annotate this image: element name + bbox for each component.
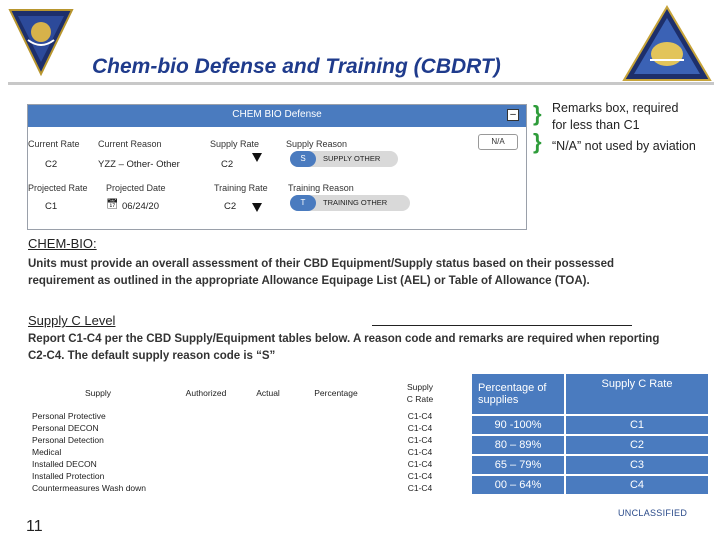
na-brace-icon: } <box>533 129 542 154</box>
table-row: Personal Detection <box>32 435 104 445</box>
chembio-paragraph-line2: requirement as outlined in the appropria… <box>28 275 590 287</box>
rate-header-c-rate: Supply C Rate <box>566 374 708 414</box>
rate-header-percentage: Percentage of supplies <box>472 374 564 414</box>
col-header-percentage: Percentage <box>314 388 358 398</box>
supply-table: Supply Authorized Actual Percentage Supp… <box>28 376 464 494</box>
c-rate-cell: C1-C4 <box>407 471 433 481</box>
table-row: Installed DECON <box>32 459 97 469</box>
projected-rate-value[interactable]: C1 <box>45 201 58 212</box>
col-header-authorized: Authorized <box>185 388 227 398</box>
c-rate-cell: C1-C4 <box>407 483 433 493</box>
rate-conversion-table: Percentage of supplies Supply C Rate 90 … <box>472 374 708 494</box>
page-title: Chem-bio Defense and Training (CBDRT) <box>92 55 501 78</box>
projected-rate-label: Projected Rate <box>28 183 88 193</box>
supply-reason-text: SUPPLY OTHER <box>323 154 381 163</box>
calendar-icon[interactable]: 📅︎ <box>106 199 119 210</box>
rate-row-rate: C4 <box>566 476 708 494</box>
supply-reason-code: S <box>290 151 316 167</box>
training-rate-dropdown-icon[interactable] <box>252 203 262 212</box>
panel-title: CHEM BIO Defense <box>232 109 322 120</box>
remarks-note-line1: Remarks box, required <box>552 101 679 115</box>
right-emblem-logo <box>622 5 712 81</box>
supply-level-heading: Supply C Level <box>28 313 116 328</box>
projected-date-label: Projected Date <box>106 183 166 193</box>
current-rate-value[interactable]: C2 <box>45 159 58 170</box>
panel-header: CHEM BIO Defense – <box>28 105 526 127</box>
rate-row-rate: C1 <box>566 416 708 434</box>
table-row: Personal DECON <box>32 423 99 433</box>
c-rate-cell: C1-C4 <box>407 447 433 457</box>
c-rate-cell: C1-C4 <box>407 435 433 445</box>
na-note: “N/A” not used by aviation <box>552 139 696 153</box>
table-row: Countermeasures Wash down <box>32 483 147 493</box>
blank-underline <box>372 325 632 326</box>
chembio-heading: CHEM-BIO: <box>28 236 97 251</box>
header-divider <box>8 82 714 85</box>
c-rate-list: C1-C4 C1-C4 C1-C4 C1-C4 C1-C4 C1-C4 C1-C… <box>400 410 440 494</box>
left-emblem-logo <box>8 9 74 77</box>
rate-row-pct: 00 – 64% <box>472 476 564 494</box>
current-rate-label: Current Rate <box>28 139 80 149</box>
supply-rate-label: Supply Rate <box>210 139 260 149</box>
c-rate-cell: C1-C4 <box>407 459 433 469</box>
col-header-supply: Supply <box>85 388 111 398</box>
supply-level-paragraph-line2: C2-C4. The default supply reason code is… <box>28 350 276 362</box>
chembio-paragraph-line1: Units must provide an overall assessment… <box>28 258 615 270</box>
training-rate-label: Training Rate <box>214 183 268 193</box>
rate-row-pct: 90 -100% <box>472 416 564 434</box>
projected-date-value[interactable]: 06/24/20 <box>122 201 159 212</box>
supply-rate-dropdown-icon[interactable] <box>252 153 262 162</box>
chem-bio-panel: CHEM BIO Defense – Current Rate Current … <box>27 104 527 230</box>
current-reason-label: Current Reason <box>98 139 162 149</box>
supply-rate-value[interactable]: C2 <box>221 159 234 170</box>
remarks-note-line2: for less than C1 <box>552 118 640 132</box>
table-row: Personal Protective <box>32 411 106 421</box>
col-header-actual: Actual <box>256 388 280 398</box>
supply-reason-pill[interactable]: S SUPPLY OTHER <box>290 151 398 167</box>
na-button[interactable]: N/A <box>478 134 518 150</box>
supply-items-list: Personal Protective Personal DECON Perso… <box>32 410 182 494</box>
rate-row-rate: C2 <box>566 436 708 454</box>
training-rate-value[interactable]: C2 <box>224 201 237 212</box>
collapse-button[interactable]: – <box>507 109 519 121</box>
col-header-c-rate: C Rate <box>406 394 434 404</box>
col-header-supply-c: Supply <box>407 382 433 392</box>
supply-level-paragraph-line1: Report C1-C4 per the CBD Supply/Equipmen… <box>28 333 660 345</box>
current-reason-value[interactable]: YZZ – Other- Other <box>98 159 180 170</box>
table-row: Installed Protection <box>32 471 105 481</box>
classification-label: UNCLASSIFIED <box>618 508 688 518</box>
rate-row-rate: C3 <box>566 456 708 474</box>
remarks-brace-icon: } <box>533 101 542 126</box>
table-row: Medical <box>32 447 62 457</box>
supply-reason-label: Supply Reason <box>286 139 348 149</box>
c-rate-cell: C1-C4 <box>407 423 433 433</box>
training-reason-label: Training Reason <box>288 183 354 193</box>
training-reason-pill[interactable]: T TRAINING OTHER <box>290 195 410 211</box>
training-reason-text: TRAINING OTHER <box>323 198 388 207</box>
training-reason-code: T <box>290 195 316 211</box>
rate-row-pct: 80 – 89% <box>472 436 564 454</box>
page-number: 11 <box>26 518 43 535</box>
rate-row-pct: 65 – 79% <box>472 456 564 474</box>
c-rate-cell: C1-C4 <box>407 411 433 421</box>
